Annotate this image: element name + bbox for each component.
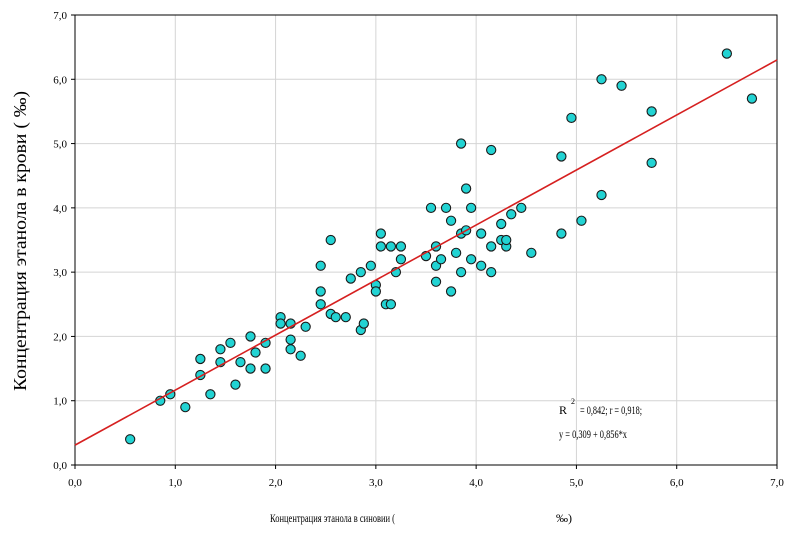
data-point xyxy=(385,299,397,310)
data-point xyxy=(345,273,356,284)
data-point xyxy=(486,144,497,156)
data-point xyxy=(526,247,537,259)
y-tick-label: 2,0 xyxy=(53,331,67,343)
data-point xyxy=(260,363,271,374)
data-point xyxy=(300,321,311,332)
data-point xyxy=(215,344,226,355)
data-point xyxy=(476,228,487,239)
data-point xyxy=(465,254,477,265)
data-point xyxy=(465,202,477,214)
data-point xyxy=(486,241,497,252)
data-point xyxy=(245,363,256,374)
data-point xyxy=(646,157,657,169)
r2-superscript: 2 xyxy=(571,397,575,406)
data-point xyxy=(430,276,442,287)
data-point xyxy=(506,209,517,220)
data-point xyxy=(556,228,567,239)
data-point xyxy=(435,254,447,265)
data-point xyxy=(476,260,487,271)
data-point xyxy=(315,260,326,271)
data-point xyxy=(355,266,366,278)
y-tick-label: 5,0 xyxy=(53,139,67,151)
data-point xyxy=(450,247,462,259)
x-axis-unit: ‰) xyxy=(556,511,572,525)
y-tick-label: 6,0 xyxy=(53,74,67,86)
x-tick-label: 1,0 xyxy=(168,477,182,489)
data-point xyxy=(596,189,607,201)
x-tick-label: 2,0 xyxy=(269,477,283,489)
data-point xyxy=(125,434,136,445)
grid-lines xyxy=(75,15,777,465)
data-point xyxy=(205,389,216,400)
data-point xyxy=(646,106,657,117)
data-point xyxy=(180,401,191,413)
regression-line xyxy=(74,59,778,446)
data-point xyxy=(721,48,733,59)
data-point xyxy=(295,350,306,361)
x-axis-ticks: 0,0 1,0 2,0 3,0 4,0 5,0 6,0 7,0 xyxy=(68,465,784,489)
y-tick-label: 7,0 xyxy=(53,10,67,22)
y-tick-label: 0,0 xyxy=(53,460,67,472)
data-point xyxy=(556,151,567,162)
y-axis-label: Концентрация этанола в крови ( ‰) xyxy=(10,91,31,391)
data-point xyxy=(445,286,457,297)
data-point xyxy=(445,215,457,226)
data-point xyxy=(425,202,437,214)
x-tick-label: 4,0 xyxy=(469,477,483,489)
x-tick-label: 0,0 xyxy=(68,477,82,489)
data-point xyxy=(225,337,236,349)
data-point xyxy=(460,183,472,194)
regression-equation: y = 0,309 + 0,856*x xyxy=(559,427,627,441)
data-point xyxy=(315,286,326,297)
r2-value: = 0,842; r = 0,918; xyxy=(580,403,642,417)
data-point xyxy=(285,334,296,345)
data-point xyxy=(315,299,326,310)
data-point xyxy=(358,318,369,329)
data-point xyxy=(395,241,407,252)
data-point xyxy=(440,202,452,214)
x-tick-label: 6,0 xyxy=(670,477,684,489)
data-point xyxy=(616,80,627,91)
y-tick-label: 3,0 xyxy=(53,267,67,279)
x-tick-label: 5,0 xyxy=(570,477,584,489)
data-point xyxy=(496,218,507,230)
data-point xyxy=(340,311,351,323)
data-point xyxy=(330,311,341,323)
data-point xyxy=(576,215,587,226)
data-point xyxy=(501,234,512,246)
data-points xyxy=(125,48,758,445)
data-point xyxy=(230,379,241,390)
data-point xyxy=(486,266,497,278)
data-point xyxy=(195,353,206,365)
y-axis-ticks: 0,0 1,0 2,0 3,0 4,0 5,0 6,0 7,0 xyxy=(53,10,75,472)
data-point xyxy=(375,241,387,252)
data-point xyxy=(235,356,246,368)
y-tick-label: 1,0 xyxy=(53,396,67,408)
data-point xyxy=(455,138,467,149)
data-point xyxy=(455,266,467,278)
plot-frame xyxy=(74,14,778,466)
data-point xyxy=(275,318,286,329)
x-tick-label: 7,0 xyxy=(770,477,784,489)
x-axis-label: Концентрация этанола в синовии ( xyxy=(270,511,395,525)
y-tick-label: 4,0 xyxy=(53,203,67,215)
data-point xyxy=(365,260,376,271)
data-point xyxy=(566,112,577,124)
data-point xyxy=(325,234,336,246)
data-point xyxy=(385,241,397,252)
data-point xyxy=(285,344,296,355)
data-point xyxy=(596,74,607,85)
data-point xyxy=(395,254,407,265)
data-point xyxy=(516,202,527,214)
data-point xyxy=(746,93,758,104)
data-point xyxy=(375,228,387,239)
data-point xyxy=(370,286,382,297)
x-tick-label: 3,0 xyxy=(369,477,383,489)
data-point xyxy=(250,347,261,358)
data-point xyxy=(245,331,256,342)
r2-label-prefix: R xyxy=(559,403,567,417)
